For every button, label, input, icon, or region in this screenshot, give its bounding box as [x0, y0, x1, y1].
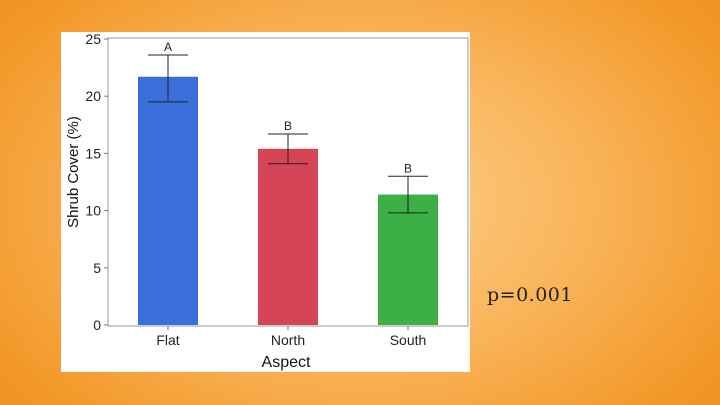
bars-group: A B B: [138, 40, 438, 325]
x-tick-label: North: [271, 332, 305, 348]
y-tick-label: 25: [85, 32, 101, 47]
bar-chart: 0 5 10 15 20 25 A B B Flat North South Shrub Cove…: [61, 32, 470, 372]
bar-south: [378, 194, 438, 325]
x-axis-label: Aspect: [262, 354, 311, 371]
y-tick-label: 5: [93, 260, 101, 276]
significance-letter: B: [284, 119, 292, 133]
y-tick-label: 20: [85, 88, 101, 104]
x-tick-label: Flat: [156, 332, 179, 348]
significance-letter: A: [164, 40, 172, 54]
y-tick-label: 10: [85, 203, 101, 219]
p-value-text: p=0.001: [487, 284, 573, 306]
y-axis-ticks: 0 5 10 15 20 25: [85, 32, 108, 333]
chart-svg: 0 5 10 15 20 25 A B B Flat North South Shrub Cove…: [65, 32, 469, 371]
y-tick-label: 15: [85, 145, 101, 161]
significance-letter: B: [404, 161, 412, 175]
bar-north: [258, 148, 318, 325]
x-axis-ticks: Flat North South: [156, 326, 426, 348]
y-axis-label: Shrub Cover (%): [65, 116, 82, 228]
y-tick-label: 0: [93, 317, 101, 333]
bar-flat: [138, 76, 198, 325]
x-tick-label: South: [390, 332, 427, 348]
